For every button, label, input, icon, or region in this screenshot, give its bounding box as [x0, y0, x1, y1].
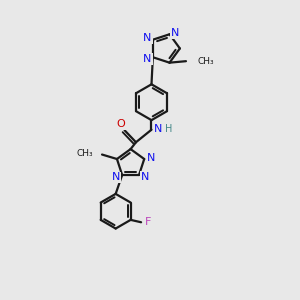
- Text: F: F: [145, 217, 151, 227]
- Text: N: N: [154, 124, 162, 134]
- Text: N: N: [141, 172, 149, 182]
- Text: N: N: [147, 152, 155, 163]
- Text: O: O: [117, 119, 125, 129]
- Text: N: N: [143, 33, 152, 43]
- Text: CH₃: CH₃: [197, 57, 214, 66]
- Text: N: N: [171, 28, 179, 38]
- Text: N: N: [143, 54, 152, 64]
- Text: CH₃: CH₃: [76, 148, 93, 158]
- Text: N: N: [112, 172, 120, 182]
- Text: H: H: [165, 124, 172, 134]
